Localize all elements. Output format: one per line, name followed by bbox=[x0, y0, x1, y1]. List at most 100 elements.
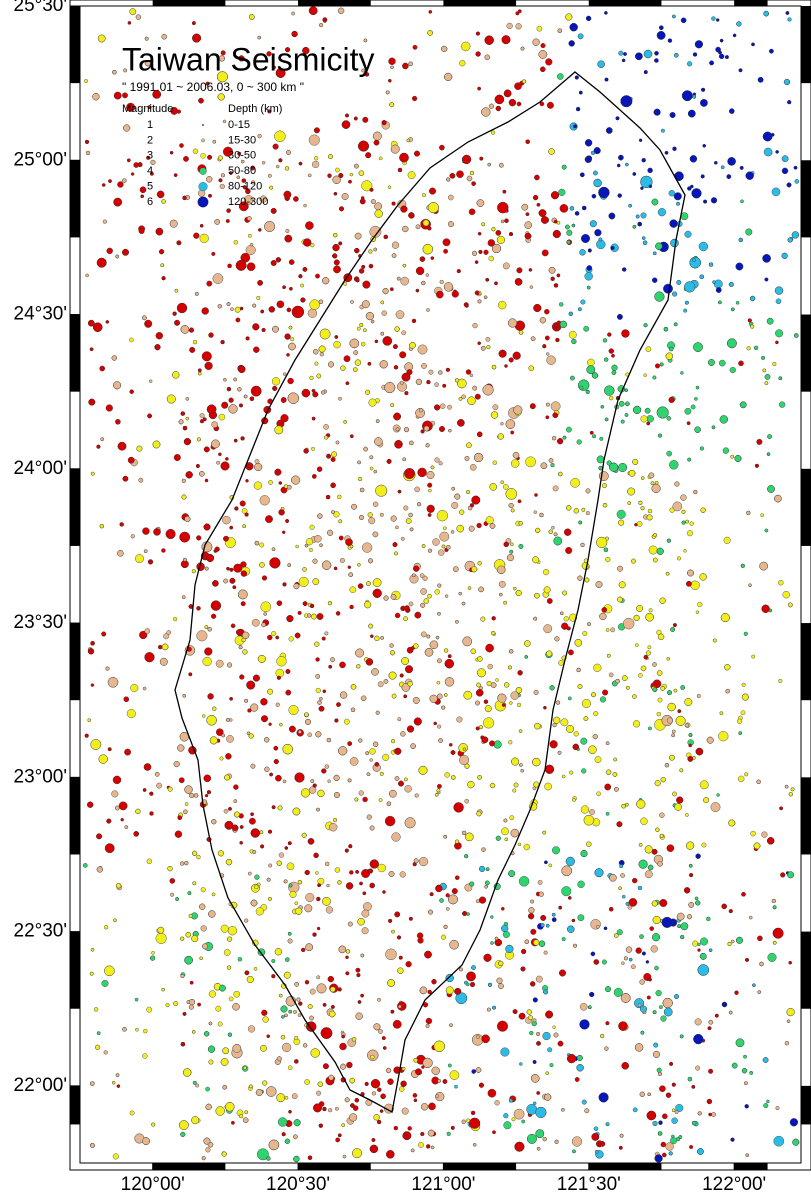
quake-dot bbox=[134, 997, 139, 1002]
quake-dot bbox=[481, 736, 489, 744]
quake-dot bbox=[312, 932, 317, 937]
quake-dot bbox=[373, 1114, 380, 1121]
quake-dot bbox=[660, 776, 666, 783]
quake-dot bbox=[434, 457, 440, 463]
quake-dot bbox=[420, 429, 425, 434]
quake-dot bbox=[326, 883, 330, 888]
quake-dot bbox=[367, 361, 372, 366]
quake-dot bbox=[369, 187, 374, 192]
quake-dot bbox=[394, 551, 398, 556]
quake-dot bbox=[677, 556, 682, 561]
quake-dot bbox=[95, 1044, 101, 1050]
quake-dot bbox=[302, 601, 308, 606]
quake-dot bbox=[142, 788, 147, 792]
quake-dot bbox=[161, 987, 165, 992]
quake-dot bbox=[266, 1034, 271, 1038]
quake-dot bbox=[426, 504, 435, 513]
quake-dot bbox=[585, 488, 591, 494]
quake-dot bbox=[436, 783, 442, 789]
quake-dot bbox=[361, 342, 366, 347]
quake-dot bbox=[129, 337, 134, 343]
quake-dot bbox=[185, 471, 193, 479]
quake-dot bbox=[437, 658, 442, 664]
quake-dot bbox=[290, 337, 295, 342]
quake-dot bbox=[779, 806, 783, 811]
quake-dot bbox=[239, 500, 246, 507]
quake-dot bbox=[147, 105, 152, 110]
quake-dot bbox=[712, 638, 717, 643]
quake-dot bbox=[474, 453, 484, 463]
quake-dot bbox=[333, 340, 341, 349]
quake-dot bbox=[105, 320, 110, 324]
quake-dot bbox=[275, 68, 286, 78]
quake-dot bbox=[692, 52, 698, 57]
quake-dot bbox=[409, 527, 414, 532]
quake-dot bbox=[256, 295, 261, 300]
quake-dot bbox=[467, 780, 475, 789]
quake-dot bbox=[788, 961, 792, 965]
quake-dot bbox=[731, 307, 735, 312]
quake-dot bbox=[191, 21, 196, 25]
quake-dot bbox=[658, 1120, 663, 1125]
quake-dot bbox=[332, 175, 341, 184]
quake-dot bbox=[298, 576, 309, 587]
quake-dot bbox=[293, 1119, 301, 1127]
quake-dot bbox=[609, 462, 619, 472]
quake-dot bbox=[778, 401, 786, 408]
quake-dot bbox=[630, 964, 636, 970]
quake-dot bbox=[272, 143, 279, 150]
quake-dot bbox=[694, 1018, 702, 1026]
quake-dot bbox=[319, 23, 324, 28]
quake-dot bbox=[382, 336, 392, 346]
quake-dot bbox=[425, 443, 430, 448]
quake-dot bbox=[669, 346, 674, 352]
quake-dot bbox=[449, 1023, 453, 1027]
quake-dot bbox=[308, 6, 318, 15]
quake-dot bbox=[734, 990, 739, 995]
quake-dot bbox=[169, 219, 178, 228]
quake-dot bbox=[203, 446, 210, 453]
quake-dot bbox=[124, 825, 129, 829]
quake-dot bbox=[335, 1137, 341, 1143]
quake-dot bbox=[729, 366, 736, 374]
quake-dot bbox=[285, 228, 290, 233]
quake-dot bbox=[305, 538, 314, 546]
quake-dot bbox=[212, 706, 217, 711]
quake-dot bbox=[234, 506, 239, 511]
quake-dot bbox=[505, 944, 514, 953]
quake-dot bbox=[328, 1108, 333, 1113]
quake-dot bbox=[287, 841, 292, 846]
quake-dot bbox=[469, 503, 474, 508]
quake-dot bbox=[191, 569, 196, 574]
quake-dot bbox=[403, 505, 409, 511]
quake-dot bbox=[295, 544, 299, 549]
quake-dot bbox=[415, 224, 421, 230]
quake-dot bbox=[344, 848, 349, 853]
quake-dot bbox=[532, 1018, 537, 1023]
quake-dot bbox=[536, 1032, 540, 1036]
quake-dot bbox=[556, 273, 561, 278]
quake-dot bbox=[349, 544, 354, 549]
quake-dot bbox=[389, 102, 395, 108]
quake-dot bbox=[450, 530, 455, 534]
quake-dot bbox=[294, 901, 299, 906]
quake-dot bbox=[671, 733, 675, 738]
quake-dot bbox=[566, 229, 573, 236]
quake-dot bbox=[450, 750, 456, 755]
quake-dot bbox=[618, 886, 622, 890]
quake-dot bbox=[684, 723, 689, 728]
quake-dot bbox=[551, 912, 556, 917]
quake-dot bbox=[239, 841, 243, 845]
quake-dot bbox=[233, 784, 239, 790]
quake-dot bbox=[520, 769, 524, 773]
quake-dot bbox=[517, 499, 522, 504]
quake-dot bbox=[592, 734, 598, 740]
quake-dot bbox=[194, 291, 199, 296]
quake-dot bbox=[535, 527, 541, 533]
quake-dot bbox=[728, 1010, 733, 1015]
quake-dot bbox=[92, 93, 100, 101]
quake-dot bbox=[254, 458, 260, 464]
quake-dot bbox=[589, 220, 597, 228]
quake-dot bbox=[247, 233, 252, 238]
quake-dot bbox=[503, 818, 508, 823]
